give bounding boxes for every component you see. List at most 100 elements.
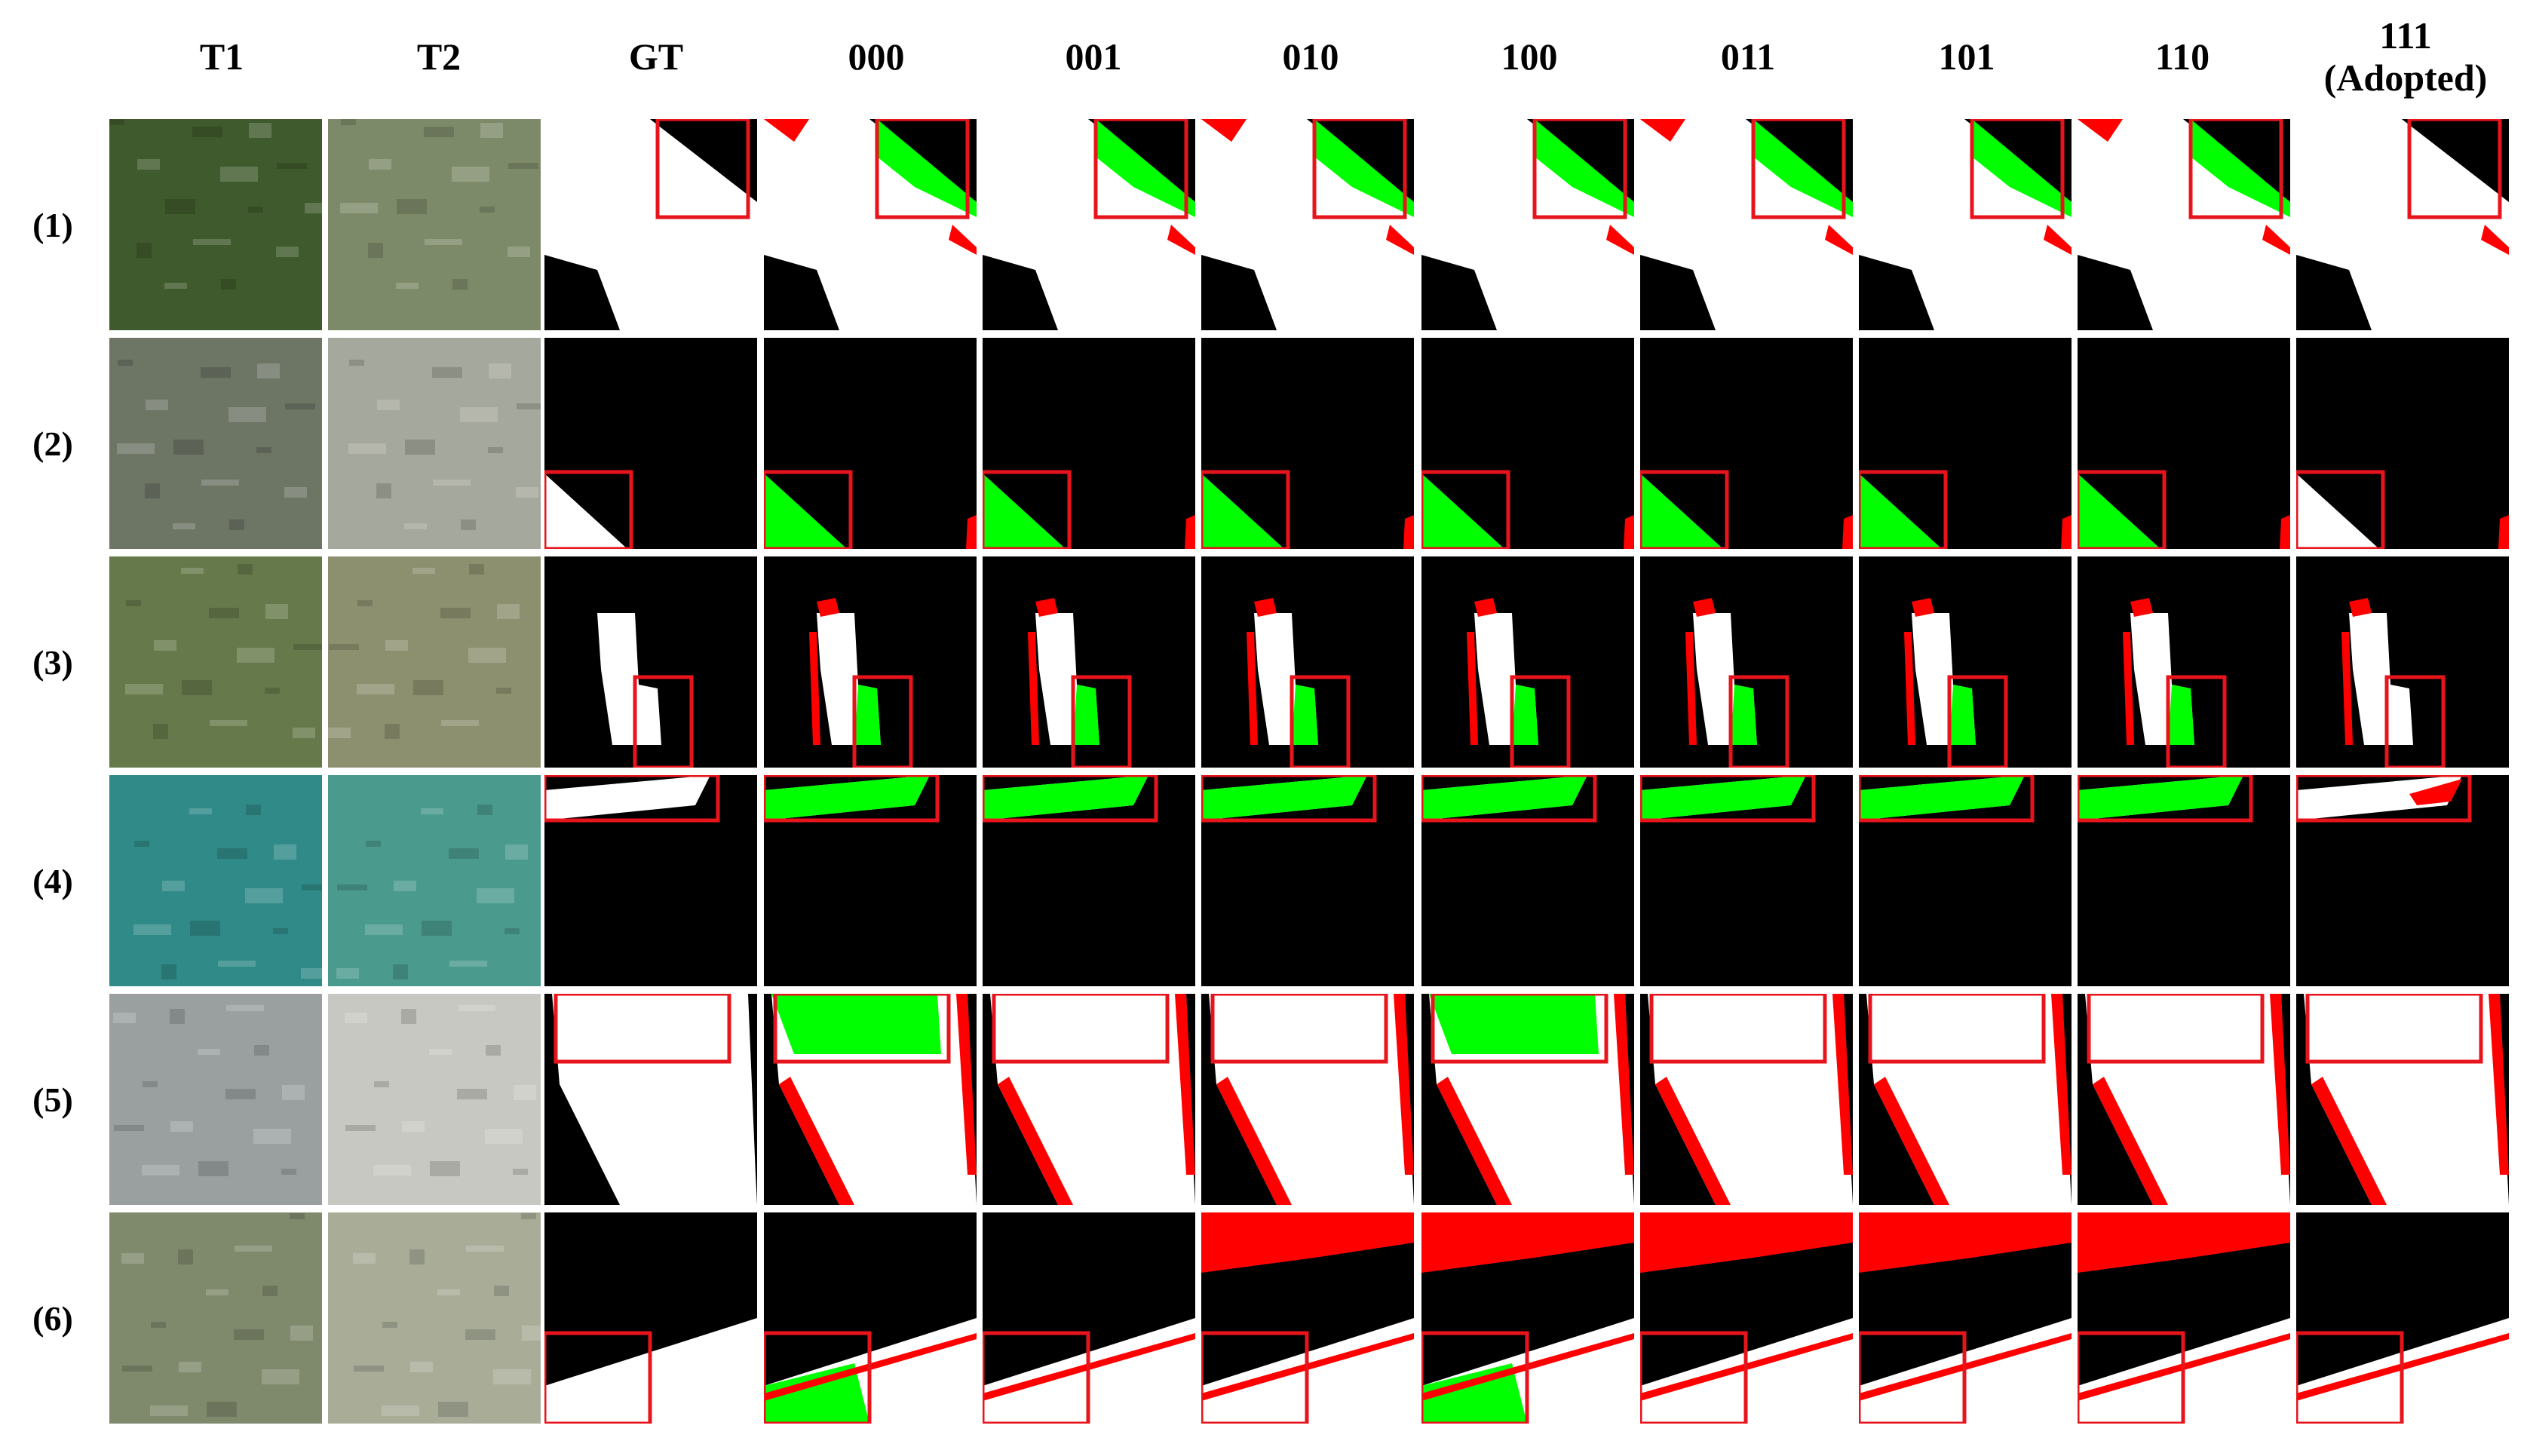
scene-texture (113, 1013, 136, 1023)
scene-texture (117, 443, 155, 454)
false-alarm (2044, 225, 2072, 255)
col-header-101: 101 (1905, 0, 2029, 113)
scene-texture (514, 1085, 536, 1100)
false-alarm (956, 994, 977, 1175)
scene-texture (329, 644, 359, 650)
false-alarm (2270, 994, 2290, 1175)
scene-texture (237, 648, 274, 663)
false-alarm (1842, 515, 1853, 549)
scene-texture (218, 961, 256, 967)
change-map (1421, 1212, 1634, 1424)
scene-texture (225, 1089, 256, 1099)
highlight-box (1201, 1331, 1309, 1424)
scene-texture (228, 407, 266, 422)
highlight-box (1751, 119, 1846, 219)
scene-texture (340, 203, 378, 213)
scene-texture (357, 684, 394, 694)
scene-texture (452, 279, 468, 290)
change-map (983, 556, 1195, 768)
missed-detection (983, 474, 1066, 549)
missed-detection (2078, 775, 2243, 820)
highlight-box (1210, 994, 1388, 1064)
scene-texture (234, 1329, 264, 1340)
false-alarm (2093, 1077, 2168, 1205)
scene-texture (396, 283, 419, 289)
false-alarm (1201, 119, 1247, 142)
missed-detection (1512, 685, 1538, 745)
scene-texture (405, 440, 435, 455)
scene-texture (385, 724, 400, 739)
col-header-t2: T2 (377, 0, 501, 113)
missed-detection (1753, 119, 1853, 217)
t2-image (328, 1212, 541, 1424)
false-alarm (1640, 119, 1685, 142)
scene-texture (480, 123, 503, 138)
scene-texture (341, 119, 356, 125)
scene-texture (460, 407, 498, 422)
scene-background (109, 994, 322, 1205)
highlight-box (1868, 994, 2046, 1064)
change-map (1201, 338, 1414, 549)
scene-texture (508, 163, 538, 169)
highlight-box (2087, 994, 2265, 1064)
col-header-gt: GT (594, 0, 718, 113)
scene-texture (424, 127, 454, 137)
change-map (1859, 775, 2072, 986)
false-alarm (1474, 598, 1497, 617)
scene-texture (430, 1161, 460, 1176)
scene-texture (151, 1322, 166, 1328)
scene-texture (293, 644, 322, 650)
false-alarm (1693, 598, 1716, 617)
highlight-box (1421, 470, 1510, 549)
false-alarm (817, 598, 839, 617)
false-alarm (1247, 632, 1258, 745)
scene-texture (345, 1125, 376, 1131)
scene-background (109, 556, 322, 768)
scene-texture (136, 243, 152, 258)
false-alarm (2061, 515, 2072, 549)
scene-texture (198, 1049, 220, 1055)
highlight-box (1640, 470, 1729, 549)
false-alarm (1185, 515, 1195, 549)
scene-texture (493, 1369, 531, 1384)
highlight-box (1312, 119, 1407, 219)
scene-texture (253, 1129, 291, 1144)
t2-image (328, 994, 541, 1205)
scene-texture (217, 848, 247, 859)
scene-texture (122, 1366, 152, 1372)
missed-detection (1421, 1363, 1527, 1424)
change-map (1201, 556, 1414, 768)
false-alarm (998, 1077, 1073, 1205)
scene-texture (349, 360, 364, 366)
scene-texture (137, 159, 160, 170)
missed-detection (1972, 119, 2072, 217)
scene-texture (109, 119, 124, 125)
scene-texture (221, 279, 236, 290)
highlight-box (983, 1331, 1090, 1424)
highlight-box (992, 994, 1170, 1064)
changed-region (544, 119, 757, 330)
scene-texture (517, 403, 541, 409)
scene-texture (465, 1329, 495, 1340)
scene-texture (193, 239, 231, 245)
scene-texture (277, 163, 307, 169)
ground-truth-map (544, 1212, 757, 1424)
scene-texture (437, 1289, 460, 1295)
scene-texture (274, 844, 296, 860)
change-map (764, 1212, 977, 1424)
change-map (1640, 1212, 1853, 1424)
change-map (1640, 994, 1853, 1205)
col-header-text: 000 (848, 35, 905, 78)
scene-texture (229, 520, 244, 530)
missed-detection (1859, 474, 1942, 549)
col-header-text: 111 (2379, 14, 2432, 57)
highlight-box (544, 470, 633, 549)
false-alarm (1201, 1212, 1414, 1273)
change-map (983, 775, 1195, 986)
highlight-box (875, 119, 970, 219)
false-alarm (1386, 225, 1414, 255)
highlight-box (2407, 119, 2502, 219)
scene-texture (207, 1402, 237, 1417)
scene-texture (521, 1213, 536, 1219)
false-alarm (2051, 994, 2072, 1175)
